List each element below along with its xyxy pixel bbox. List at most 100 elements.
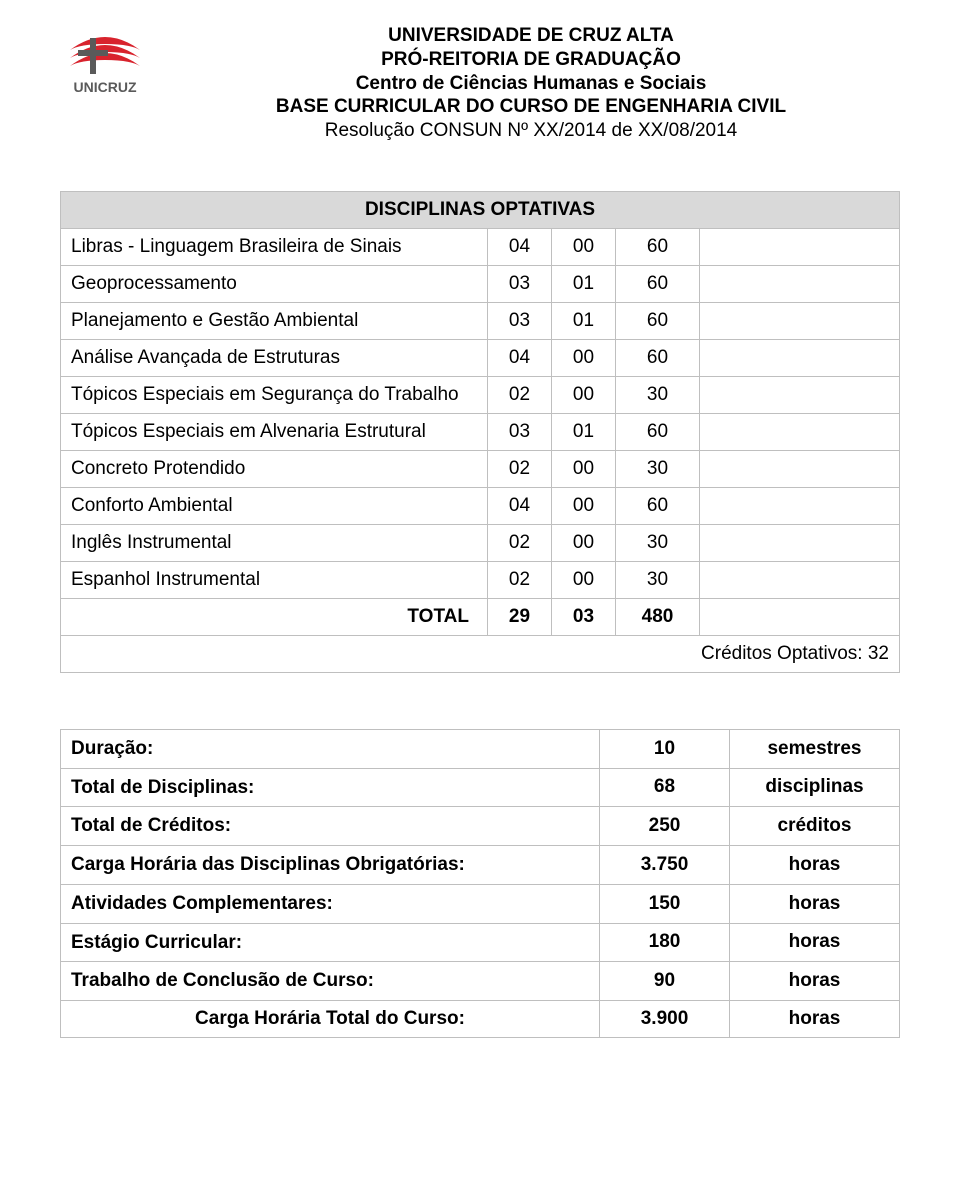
total-c1: 29 — [488, 598, 552, 635]
table-row: Conforto Ambiental040060 — [61, 487, 900, 524]
optatives-table: DISCIPLINAS OPTATIVAS Libras - Linguagem… — [60, 191, 900, 673]
col-2: 00 — [552, 487, 616, 524]
total-c3: 480 — [616, 598, 700, 635]
table-row: Concreto Protendido020030 — [61, 450, 900, 487]
col-blank — [700, 524, 900, 561]
summary-row: Trabalho de Conclusão de Curso:90horas — [61, 962, 900, 1001]
discipline-name: Libras - Linguagem Brasileira de Sinais — [61, 228, 488, 265]
col-1: 03 — [488, 265, 552, 302]
col-blank — [700, 376, 900, 413]
summary-value: 180 — [600, 923, 730, 962]
summary-unit: créditos — [730, 807, 900, 846]
header-line-5: Resolução CONSUN Nº XX/2014 de XX/08/201… — [162, 119, 900, 143]
optatives-title: DISCIPLINAS OPTATIVAS — [61, 191, 900, 228]
table-row: Tópicos Especiais em Segurança do Trabal… — [61, 376, 900, 413]
col-3: 60 — [616, 339, 700, 376]
col-blank — [700, 265, 900, 302]
col-3: 30 — [616, 376, 700, 413]
summary-table: Duração:10semestresTotal de Disciplinas:… — [60, 729, 900, 1038]
summary-unit: horas — [730, 846, 900, 885]
header-line-2: PRÓ-REITORIA DE GRADUAÇÃO — [162, 48, 900, 72]
col-1: 04 — [488, 339, 552, 376]
summary-label: Total de Créditos: — [61, 807, 600, 846]
summary-label: Atividades Complementares: — [61, 884, 600, 923]
summary-label: Trabalho de Conclusão de Curso: — [61, 962, 600, 1001]
col-blank — [700, 487, 900, 524]
discipline-name: Espanhol Instrumental — [61, 561, 488, 598]
summary-value: 10 — [600, 729, 730, 768]
discipline-name: Concreto Protendido — [61, 450, 488, 487]
summary-value: 150 — [600, 884, 730, 923]
col-blank — [700, 561, 900, 598]
col-2: 00 — [552, 228, 616, 265]
col-2: 01 — [552, 413, 616, 450]
summary-row: Carga Horária das Disciplinas Obrigatóri… — [61, 846, 900, 885]
summary-unit: horas — [730, 923, 900, 962]
col-blank — [700, 302, 900, 339]
col-2: 00 — [552, 376, 616, 413]
summary-value: 3.900 — [600, 1001, 730, 1038]
table-row: Planejamento e Gestão Ambiental030160 — [61, 302, 900, 339]
summary-row: Total de Créditos:250créditos — [61, 807, 900, 846]
credits-footer: Créditos Optativos: 32 — [61, 635, 900, 672]
summary-label: Total de Disciplinas: — [61, 768, 600, 807]
col-blank — [700, 228, 900, 265]
col-2: 00 — [552, 339, 616, 376]
col-blank — [700, 450, 900, 487]
summary-row: Carga Horária Total do Curso:3.900horas — [61, 1001, 900, 1038]
summary-label: Carga Horária das Disciplinas Obrigatóri… — [61, 846, 600, 885]
table-row: Geoprocessamento030160 — [61, 265, 900, 302]
col-1: 02 — [488, 524, 552, 561]
discipline-name: Tópicos Especiais em Alvenaria Estrutura… — [61, 413, 488, 450]
col-3: 30 — [616, 561, 700, 598]
summary-value: 68 — [600, 768, 730, 807]
col-1: 03 — [488, 302, 552, 339]
table-row: Libras - Linguagem Brasileira de Sinais0… — [61, 228, 900, 265]
table-row: Análise Avançada de Estruturas040060 — [61, 339, 900, 376]
col-1: 04 — [488, 228, 552, 265]
optatives-header-row: DISCIPLINAS OPTATIVAS — [61, 191, 900, 228]
col-blank — [700, 339, 900, 376]
table-row: Inglês Instrumental020030 — [61, 524, 900, 561]
header-line-4: BASE CURRICULAR DO CURSO DE ENGENHARIA C… — [162, 95, 900, 119]
discipline-name: Inglês Instrumental — [61, 524, 488, 561]
col-3: 30 — [616, 450, 700, 487]
summary-value: 250 — [600, 807, 730, 846]
total-c2: 03 — [552, 598, 616, 635]
table-row: Espanhol Instrumental020030 — [61, 561, 900, 598]
summary-value: 90 — [600, 962, 730, 1001]
summary-unit: horas — [730, 1001, 900, 1038]
summary-unit: horas — [730, 962, 900, 1001]
header-title-block: UNIVERSIDADE DE CRUZ ALTA PRÓ-REITORIA D… — [162, 24, 900, 143]
col-2: 00 — [552, 561, 616, 598]
discipline-name: Análise Avançada de Estruturas — [61, 339, 488, 376]
logo-text: UNICRUZ — [74, 79, 137, 95]
col-1: 02 — [488, 450, 552, 487]
total-blank — [700, 598, 900, 635]
header-line-3: Centro de Ciências Humanas e Sociais — [162, 72, 900, 96]
col-3: 60 — [616, 228, 700, 265]
col-2: 00 — [552, 524, 616, 561]
discipline-name: Tópicos Especiais em Segurança do Trabal… — [61, 376, 488, 413]
summary-unit: semestres — [730, 729, 900, 768]
summary-label: Estágio Curricular: — [61, 923, 600, 962]
col-3: 60 — [616, 302, 700, 339]
col-3: 60 — [616, 265, 700, 302]
col-1: 03 — [488, 413, 552, 450]
total-row: TOTAL2903480 — [61, 598, 900, 635]
col-1: 02 — [488, 561, 552, 598]
col-3: 60 — [616, 487, 700, 524]
summary-unit: disciplinas — [730, 768, 900, 807]
university-logo: UNICRUZ — [60, 30, 150, 105]
page-header: UNICRUZ UNIVERSIDADE DE CRUZ ALTA PRÓ-RE… — [60, 24, 900, 143]
col-2: 01 — [552, 265, 616, 302]
col-2: 00 — [552, 450, 616, 487]
col-3: 60 — [616, 413, 700, 450]
summary-value: 3.750 — [600, 846, 730, 885]
summary-row: Duração:10semestres — [61, 729, 900, 768]
discipline-name: Geoprocessamento — [61, 265, 488, 302]
discipline-name: Conforto Ambiental — [61, 487, 488, 524]
credits-footer-row: Créditos Optativos: 32 — [61, 635, 900, 672]
summary-row: Total de Disciplinas:68disciplinas — [61, 768, 900, 807]
col-1: 02 — [488, 376, 552, 413]
